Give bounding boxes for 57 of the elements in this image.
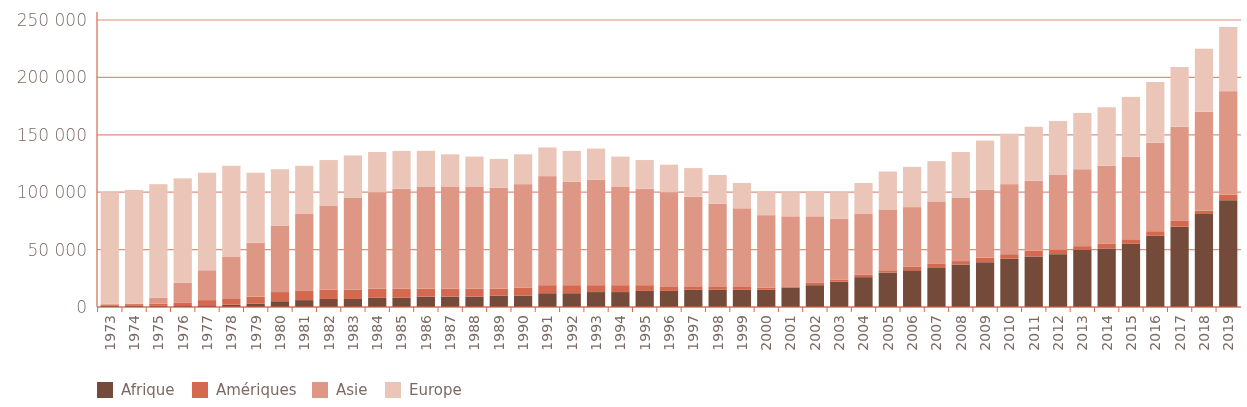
x-tick-label: 1992	[563, 315, 580, 351]
x-tick-label: 1987	[442, 315, 459, 351]
x-tick-label: 1975	[150, 315, 167, 351]
x-tick-label: 2005	[879, 315, 896, 351]
x-tick-label: 1999	[733, 315, 750, 351]
x-tick-label: 2012	[1049, 315, 1066, 351]
y-tick-label: 0	[76, 296, 87, 317]
x-tick-label: 2011	[1025, 315, 1042, 351]
x-tick-label: 2015	[1122, 315, 1139, 351]
x-tick-label: 1984	[369, 314, 386, 351]
x-tick-label: 1982	[320, 315, 337, 351]
x-tick-label: 1993	[587, 315, 604, 351]
x-tick-label: 1986	[417, 314, 434, 351]
legend-label: Asie	[336, 381, 368, 400]
x-tick-label: 1998	[709, 315, 726, 351]
x-tick-label: 1985	[393, 315, 410, 351]
x-tick-label: 2013	[1074, 315, 1091, 351]
x-tick-label: 1983	[344, 315, 361, 351]
x-tick-label: 1995	[636, 315, 653, 351]
x-tick-label: 1988	[466, 315, 483, 351]
x-tick-label: 1989	[490, 315, 507, 351]
legend-label: Afrique	[121, 381, 175, 400]
x-tick-label: 2004	[855, 314, 872, 351]
legend-label: Europe	[409, 381, 462, 400]
x-tick-label: 1990	[515, 315, 532, 351]
y-tick-label: 100 000	[16, 182, 87, 203]
y-tick-label: 150 000	[16, 124, 87, 145]
x-tick-label: 1994	[612, 314, 629, 351]
x-tick-label: 2008	[952, 315, 969, 351]
x-tick-label: 2000	[758, 315, 775, 351]
x-tick-label: 2017	[1171, 315, 1188, 351]
x-tick-label: 2018	[1195, 315, 1212, 351]
x-tick-label: 1976	[174, 314, 191, 351]
legend-label: Amériques	[216, 381, 297, 400]
x-tick-label: 1981	[296, 315, 313, 351]
x-tick-label: 1980	[271, 315, 288, 351]
x-tick-label: 2006	[904, 314, 921, 351]
x-tick-label: 2014	[1098, 314, 1115, 351]
x-tick-label: 2016	[1147, 314, 1164, 351]
x-tick-label: 2002	[806, 315, 823, 351]
y-tick-label: 200 000	[16, 67, 87, 88]
x-tick-label: 1979	[247, 315, 264, 351]
x-tick-label: 1974	[125, 314, 142, 351]
x-tick-label: 2001	[782, 315, 799, 351]
y-tick-label: 50 000	[27, 239, 87, 260]
x-tick-label: 1996	[660, 314, 677, 351]
x-tick-label: 2009	[976, 315, 993, 351]
x-tick-label: 2007	[928, 315, 945, 351]
x-tick-label: 2019	[1220, 315, 1237, 351]
x-tick-label: 1977	[198, 315, 215, 351]
x-tick-label: 1973	[101, 315, 118, 351]
x-tick-label: 2003	[831, 315, 848, 351]
x-tick-label: 1991	[539, 315, 556, 351]
x-tick-label: 1997	[685, 315, 702, 351]
y-tick-label: 250 000	[16, 9, 87, 30]
x-tick-label: 2010	[1001, 315, 1018, 351]
x-tick-label: 1978	[223, 315, 240, 351]
